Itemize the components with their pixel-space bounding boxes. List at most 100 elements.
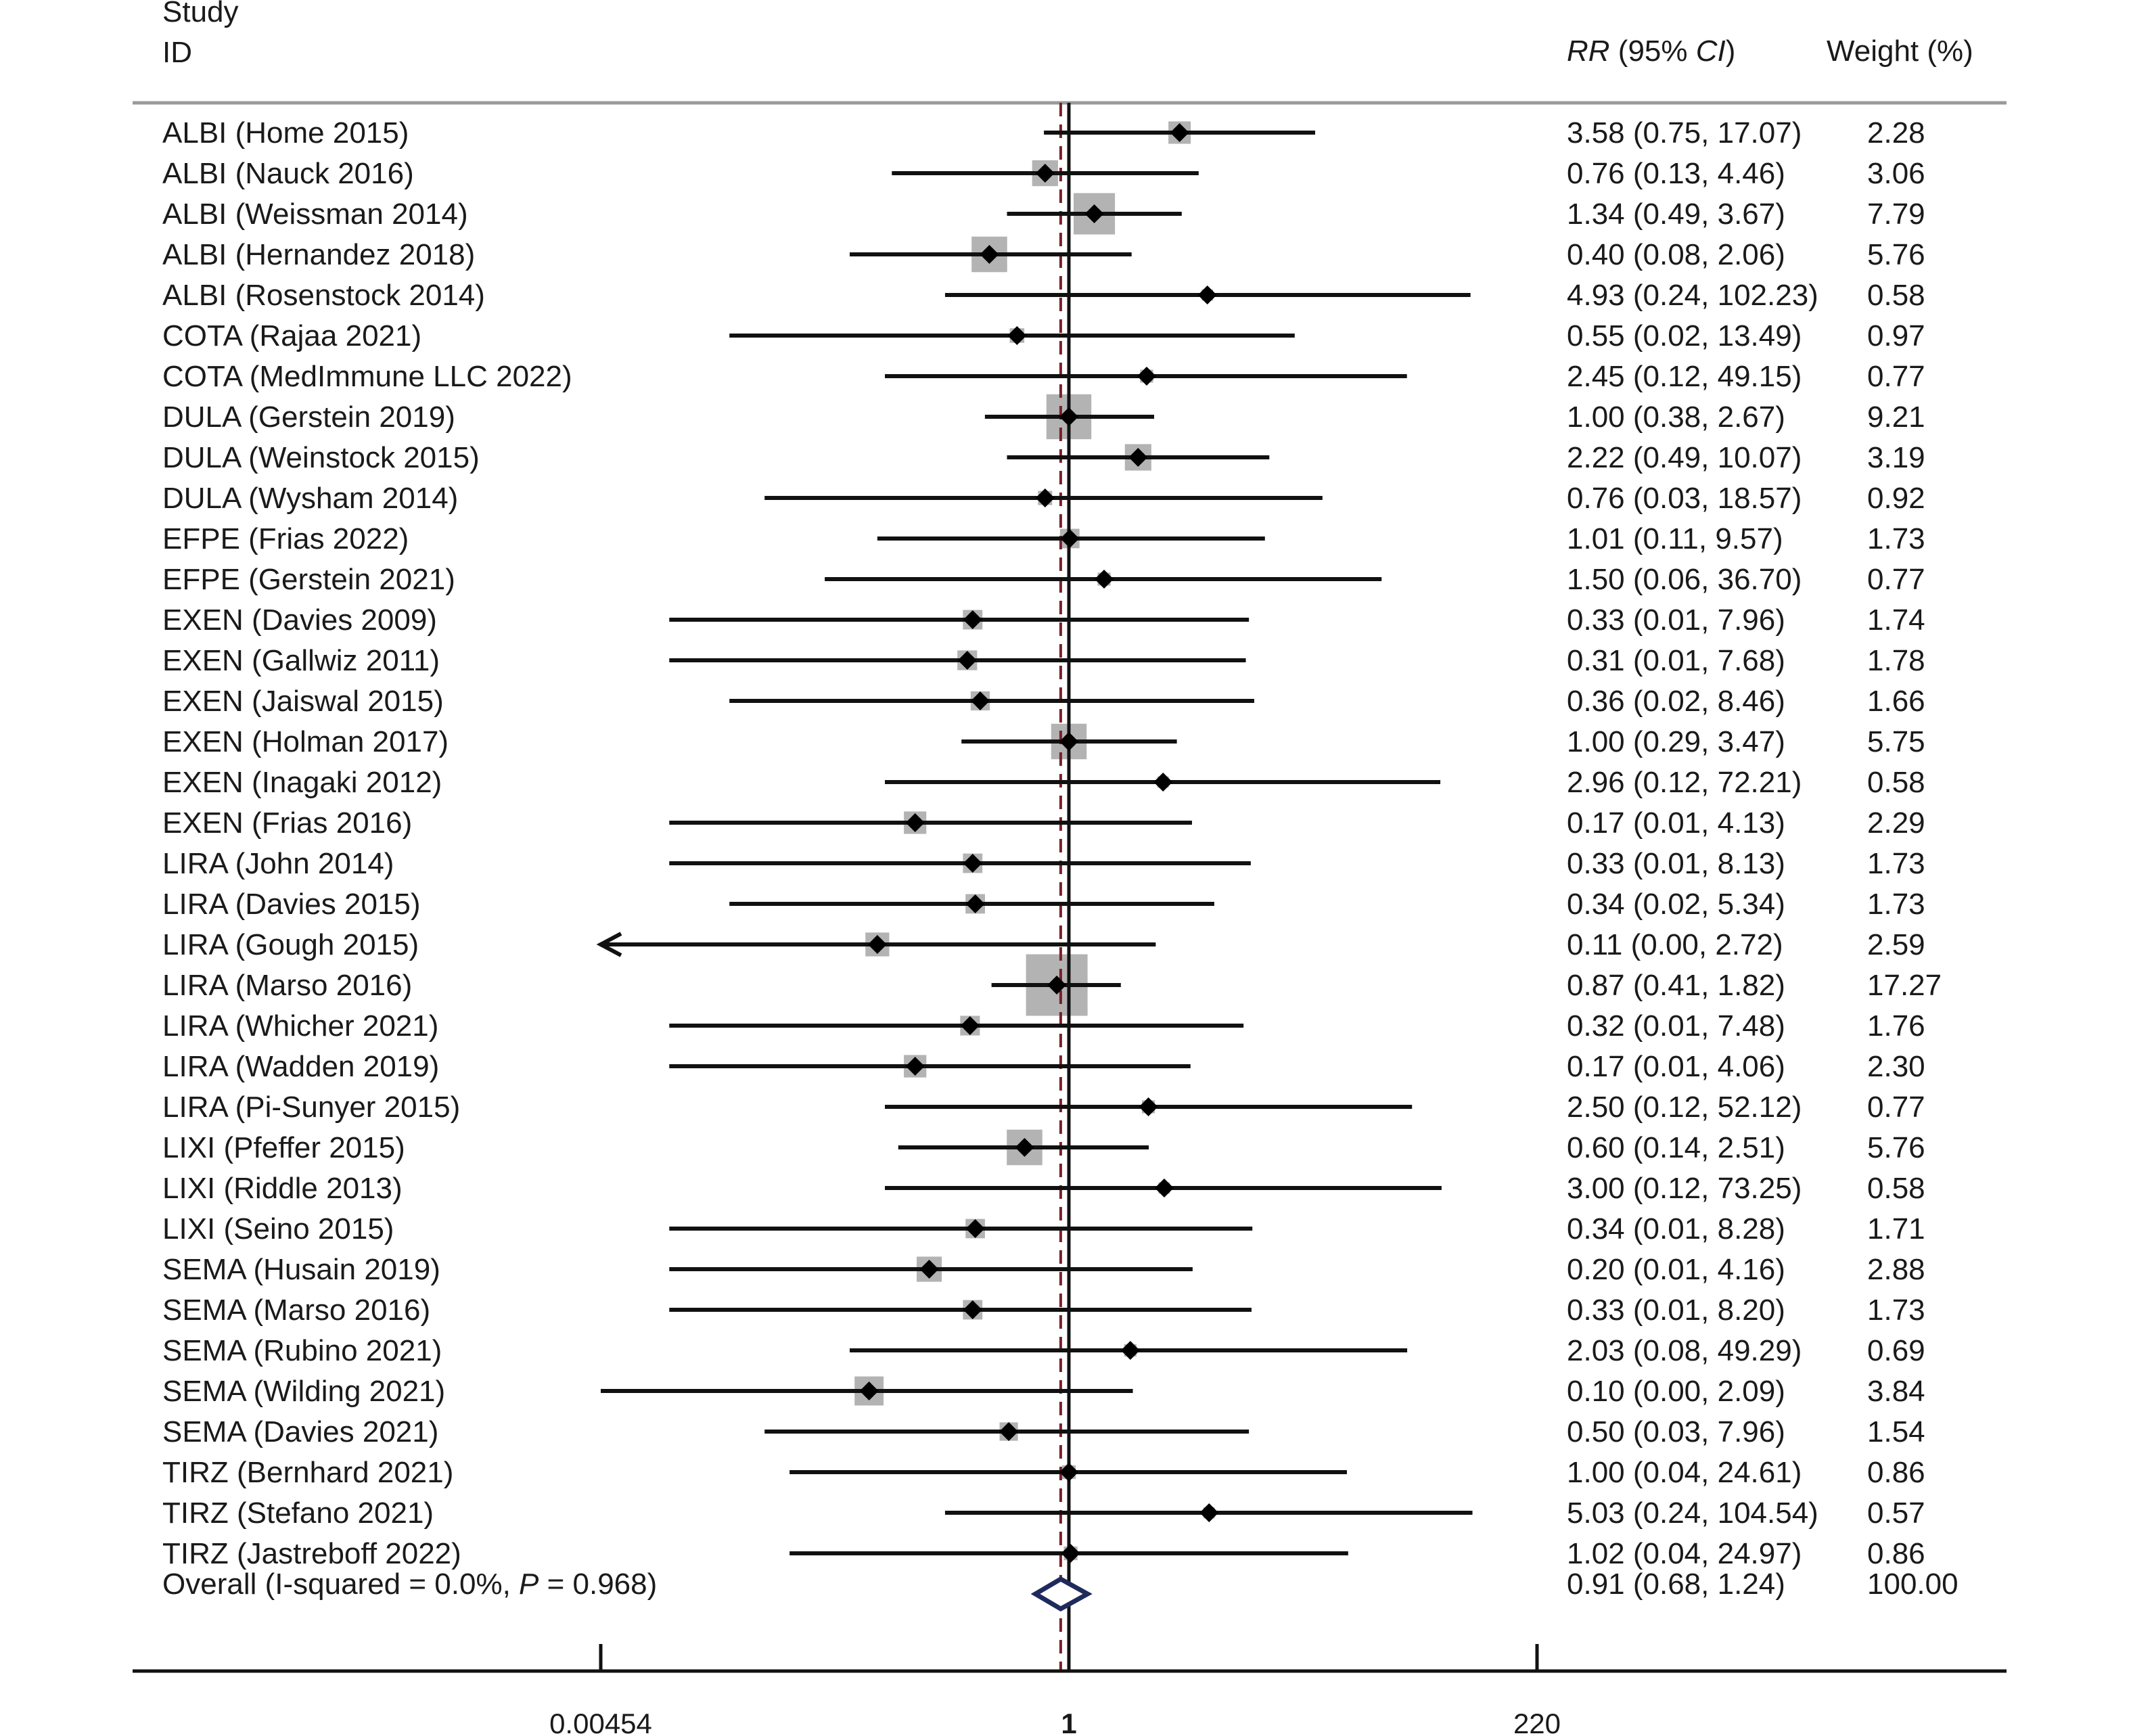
study-rr-ci: 3.00 (0.12, 73.25) — [1567, 1172, 1802, 1205]
study-label: ALBI (Home 2015) — [162, 116, 409, 150]
overall-label-suffix: = 0.968) — [539, 1568, 657, 1601]
overall-label-prefix: Overall (I-squared = 0.0%, — [162, 1568, 519, 1601]
study-weight: 1.74 — [1867, 603, 1925, 637]
point-estimate — [980, 245, 999, 264]
header-study: Study — [162, 0, 239, 28]
point-estimate — [1197, 285, 1217, 304]
study-label: DULA (Wysham 2014) — [162, 482, 458, 515]
study-weight: 1.73 — [1867, 847, 1925, 880]
study-weight: 0.86 — [1867, 1456, 1925, 1489]
study-label: COTA (MedImmune LLC 2022) — [162, 360, 572, 393]
header-rr-open: (95% — [1610, 35, 1696, 68]
point-estimate — [1060, 529, 1080, 548]
study-rr-ci: 0.20 (0.01, 4.16) — [1567, 1253, 1785, 1286]
study-weight: 1.76 — [1867, 1009, 1925, 1043]
study-rr-ci: 2.03 (0.08, 49.29) — [1567, 1334, 1802, 1367]
study-label: EXEN (Davies 2009) — [162, 603, 437, 637]
study-weight: 1.73 — [1867, 888, 1925, 921]
header-ci-italic: CI — [1696, 35, 1726, 68]
study-rr-ci: 0.33 (0.01, 8.13) — [1567, 847, 1785, 880]
study-label: TIRZ (Bernhard 2021) — [162, 1456, 453, 1489]
point-estimate — [963, 610, 982, 629]
study-label: LIRA (Pi-Sunyer 2015) — [162, 1091, 460, 1124]
point-estimate — [1120, 1341, 1140, 1360]
overall-label-p: P — [519, 1568, 539, 1601]
point-estimate — [1059, 732, 1078, 751]
study-weight: 2.59 — [1867, 928, 1925, 961]
study-rr-ci: 0.33 (0.01, 8.20) — [1567, 1294, 1785, 1327]
study-label: LIRA (Gough 2015) — [162, 928, 419, 961]
study-weight: 1.73 — [1867, 1294, 1925, 1327]
study-label: LIXI (Seino 2015) — [162, 1212, 394, 1246]
overall-diamond — [1030, 1576, 1093, 1612]
study-weight: 2.30 — [1867, 1050, 1925, 1083]
study-rr-ci: 2.22 (0.49, 10.07) — [1567, 441, 1802, 474]
overall-weight-text: 100.00 — [1867, 1568, 1958, 1601]
study-weight: 17.27 — [1867, 969, 1942, 1002]
point-estimate — [1095, 570, 1114, 589]
study-rr-ci: 0.76 (0.13, 4.46) — [1567, 157, 1785, 190]
study-label: SEMA (Wilding 2021) — [162, 1375, 445, 1408]
study-rr-ci: 0.11 (0.00, 2.72) — [1567, 928, 1783, 961]
point-estimate — [1199, 1503, 1219, 1522]
point-estimate — [919, 1260, 939, 1279]
point-estimate — [1007, 326, 1027, 345]
study-label: SEMA (Husain 2019) — [162, 1253, 440, 1286]
study-rr-ci: 0.33 (0.01, 7.96) — [1567, 603, 1785, 637]
point-estimate — [965, 894, 985, 913]
study-rr-ci: 0.17 (0.01, 4.13) — [1567, 806, 1785, 840]
point-estimate — [963, 1300, 982, 1319]
study-weight: 5.75 — [1867, 725, 1925, 758]
study-label: SEMA (Rubino 2021) — [162, 1334, 442, 1367]
study-rr-ci: 4.93 (0.24, 102.23) — [1567, 279, 1818, 312]
study-weight: 1.78 — [1867, 644, 1925, 677]
point-estimate — [965, 1219, 985, 1238]
study-label: ALBI (Rosenstock 2014) — [162, 279, 485, 312]
study-label: DULA (Gerstein 2019) — [162, 401, 455, 434]
study-label: LIRA (John 2014) — [162, 847, 394, 880]
study-rr-ci: 2.45 (0.12, 49.15) — [1567, 360, 1802, 393]
study-rr-ci: 0.50 (0.03, 7.96) — [1567, 1415, 1785, 1448]
study-weight: 9.21 — [1867, 401, 1925, 434]
study-rr-ci: 1.02 (0.04, 24.97) — [1567, 1537, 1802, 1570]
header-rr-ci: RR (95% CI) — [1567, 35, 1735, 68]
header-rr-close: ) — [1726, 35, 1736, 68]
study-rr-ci: 0.60 (0.14, 2.51) — [1567, 1131, 1785, 1164]
study-label: ALBI (Weissman 2014) — [162, 198, 468, 231]
study-label: EXEN (Jaiswal 2015) — [162, 685, 444, 718]
point-estimate — [1059, 1463, 1078, 1482]
point-estimate — [960, 1016, 980, 1035]
x-tick-label: 0.00454 — [549, 1708, 652, 1736]
study-weight: 2.29 — [1867, 806, 1925, 840]
study-rr-ci: 0.36 (0.02, 8.46) — [1567, 685, 1785, 718]
study-weight: 3.19 — [1867, 441, 1925, 474]
point-estimate — [970, 691, 990, 710]
study-weight: 2.28 — [1867, 116, 1925, 150]
point-estimate — [963, 854, 982, 873]
study-label: COTA (Rajaa 2021) — [162, 319, 421, 352]
point-estimate — [905, 813, 925, 832]
study-label: EFPE (Frias 2022) — [162, 522, 409, 555]
study-label: EXEN (Holman 2017) — [162, 725, 449, 758]
study-weight: 0.92 — [1867, 482, 1925, 515]
point-estimate — [1015, 1138, 1034, 1157]
study-rows: ALBI (Home 2015) 3.58 (0.75, 17.07) 2.28 AL… — [162, 116, 1942, 1570]
study-rr-ci: 0.76 (0.03, 18.57) — [1567, 482, 1802, 515]
study-rr-ci: 1.00 (0.29, 3.47) — [1567, 725, 1785, 758]
study-rr-ci: 5.03 (0.24, 104.54) — [1567, 1497, 1818, 1530]
study-rr-ci: 1.01 (0.11, 9.57) — [1567, 522, 1783, 555]
point-estimate — [867, 935, 887, 954]
study-label: EXEN (Frias 2016) — [162, 806, 412, 840]
study-label: DULA (Weinstock 2015) — [162, 441, 480, 474]
study-weight: 1.71 — [1867, 1212, 1925, 1246]
forest-marks — [596, 103, 1473, 1671]
study-weight: 0.77 — [1867, 1091, 1925, 1124]
study-label: SEMA (Marso 2016) — [162, 1294, 430, 1327]
point-estimate — [1035, 488, 1055, 507]
study-rr-ci: 0.17 (0.01, 4.06) — [1567, 1050, 1785, 1083]
x-tick-label: 220 — [1513, 1708, 1561, 1736]
overall-rr-text: 0.91 (0.68, 1.24) — [1567, 1568, 1785, 1601]
study-rr-ci: 0.34 (0.02, 5.34) — [1567, 888, 1785, 921]
point-estimate — [1084, 204, 1104, 223]
